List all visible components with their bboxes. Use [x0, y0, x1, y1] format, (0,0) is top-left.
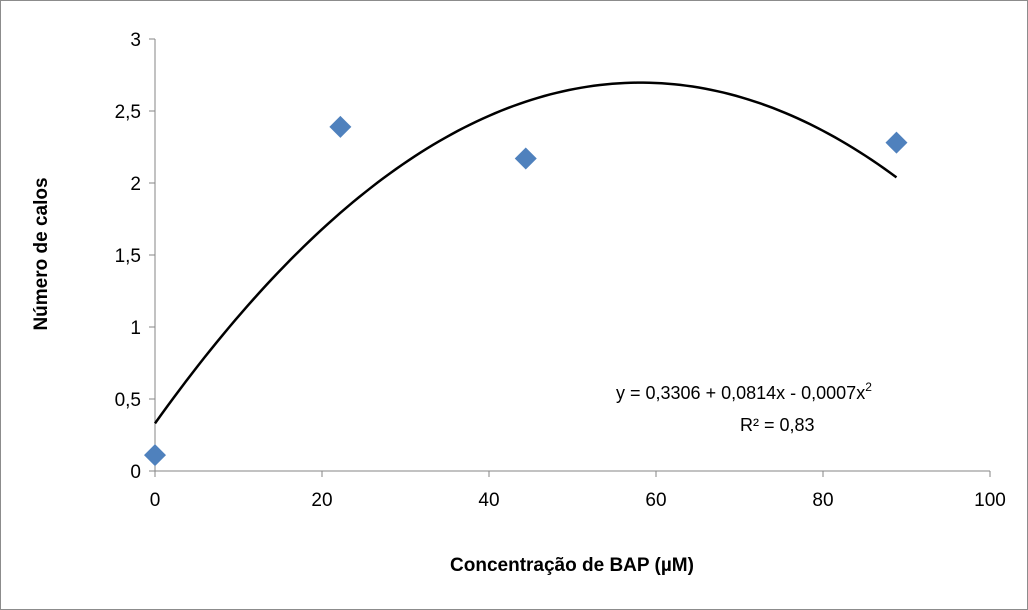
y-tick-label: 1 [130, 318, 141, 339]
x-tick-label: 60 [645, 490, 666, 511]
data-point [329, 115, 352, 138]
ticks: 0 0,5 1 1,5 2 2,5 3 0 20 40 60 80 100 [115, 30, 1006, 511]
x-tick-label: 100 [974, 490, 1006, 511]
y-tick-label: 3 [130, 30, 141, 51]
y-tick-label: 0,5 [115, 390, 141, 411]
y-tick-label: 2,5 [115, 102, 141, 123]
y-tick-label: 2 [130, 174, 141, 195]
data-point [885, 131, 908, 154]
x-tick-label: 20 [311, 490, 332, 511]
x-tick-label: 40 [478, 490, 499, 511]
x-axis-title: Concentração de BAP (µM) [450, 555, 694, 576]
data-point [514, 147, 537, 170]
equation-text: y = 0,3306 + 0,0814x - 0,0007x [616, 383, 865, 403]
y-axis-title: Número de calos [31, 177, 52, 330]
axes [154, 39, 990, 472]
y-tick-label: 1,5 [115, 246, 141, 267]
r-squared-label: R² = 0,83 [740, 415, 815, 435]
x-tick-label: 80 [812, 490, 833, 511]
x-tick-label: 0 [150, 490, 161, 511]
trendline [153, 81, 898, 425]
trendline-equation: y = 0,3306 + 0,0814x - 0,0007x2 [616, 380, 872, 403]
y-tick-label: 0 [130, 462, 141, 483]
equation-superscript: 2 [865, 380, 872, 394]
data-points [144, 115, 908, 467]
data-point [144, 444, 166, 467]
